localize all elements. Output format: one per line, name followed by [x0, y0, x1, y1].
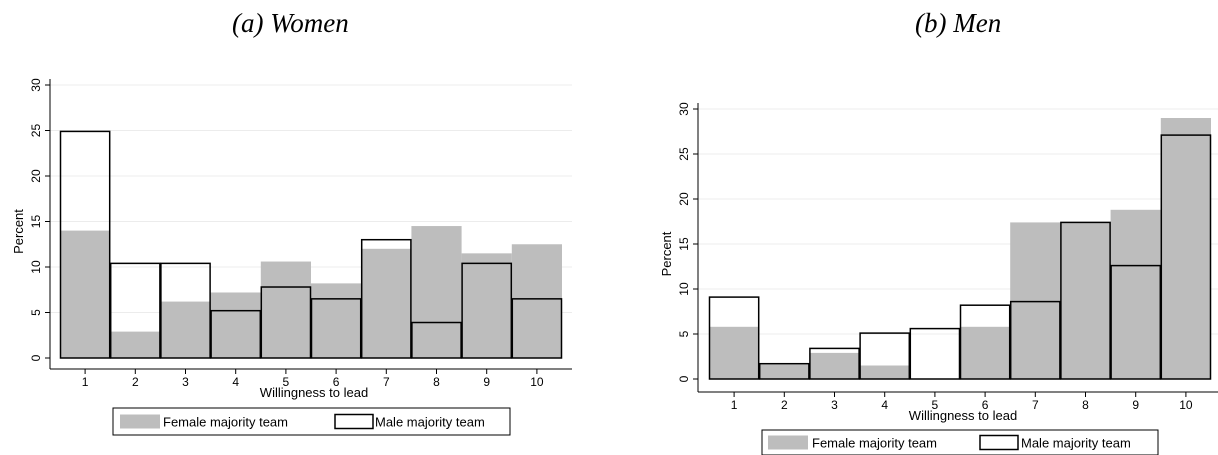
x-tick-label: 4	[881, 398, 888, 412]
legend: Female majority team Male majority team	[112, 407, 511, 436]
legend: Female majority team Male majority team	[761, 429, 1159, 455]
x-tick-label: 10	[530, 375, 544, 389]
panel-title-women: (a) Women	[232, 8, 349, 38]
x-tick-label: 7	[1032, 398, 1039, 412]
bar-female-majority-1	[60, 230, 111, 358]
bar-female-majority-3	[809, 352, 860, 379]
legend-swatch-female-majority	[768, 435, 808, 450]
bar-female-majority-4	[859, 365, 910, 379]
y-axis-title: Percent	[659, 231, 674, 276]
x-axis-title: Willingness to lead	[909, 408, 1017, 423]
bar-female-majority-6	[960, 326, 1011, 379]
y-tick-label: 30	[29, 78, 43, 92]
bar-female-majority-4	[210, 292, 261, 358]
x-tick-label: 6	[333, 375, 340, 389]
x-tick-label: 3	[831, 398, 838, 412]
y-tick-label: 30	[677, 102, 691, 116]
bar-female-majority-9	[1110, 209, 1161, 379]
x-tick-label: 10	[1179, 398, 1193, 412]
x-tick-label: 2	[781, 398, 788, 412]
x-tick-label: 5	[932, 398, 939, 412]
y-tick-label: 25	[29, 124, 43, 138]
x-tick-label: 1	[82, 375, 89, 389]
bar-female-majority-6	[311, 283, 362, 358]
legend-label-male-majority: Male majority team	[375, 415, 485, 430]
x-tick-label: 2	[132, 375, 139, 389]
panel-title-men: (b) Men	[915, 8, 1002, 38]
bar-female-majority-2	[110, 331, 161, 358]
y-tick-label: 15	[677, 237, 691, 251]
legend-label-female-majority: Female majority team	[812, 436, 937, 451]
y-tick-label: 15	[29, 215, 43, 229]
y-tick-label: 25	[677, 147, 691, 161]
legend-swatch-male-majority	[979, 434, 1019, 451]
bar-female-majority-2	[759, 364, 810, 379]
y-axis-title: Percent	[11, 209, 26, 254]
y-tick-label: 0	[677, 375, 691, 382]
x-tick-label: 3	[182, 375, 189, 389]
legend-label-male-majority: Male majority team	[1021, 436, 1131, 451]
bar-female-majority-7	[361, 248, 412, 358]
legend-swatch-male-majority	[334, 413, 374, 430]
x-tick-label: 5	[283, 375, 290, 389]
y-tick-label: 5	[677, 330, 691, 337]
x-tick-label: 1	[731, 398, 738, 412]
x-tick-label: 4	[232, 375, 239, 389]
bar-female-majority-5	[260, 261, 311, 358]
x-axis-title: Willingness to lead	[260, 385, 368, 400]
bar-female-majority-9	[461, 253, 512, 358]
x-tick-label: 7	[383, 375, 390, 389]
bar-female-majority-3	[160, 301, 211, 358]
y-tick-label: 10	[677, 282, 691, 296]
x-tick-label: 6	[982, 398, 989, 412]
bar-female-majority-1	[709, 326, 760, 379]
y-tick-label: 20	[29, 169, 43, 183]
bar-male-majority-5	[909, 327, 961, 380]
x-tick-label: 9	[483, 375, 490, 389]
bar-female-majority-10	[511, 244, 562, 358]
bar-female-majority-8	[411, 226, 462, 358]
y-tick-label: 0	[29, 354, 43, 361]
legend-box	[761, 429, 1159, 455]
x-tick-label: 9	[1132, 398, 1139, 412]
legend-label-female-majority: Female majority team	[163, 415, 288, 430]
bar-female-majority-10	[1160, 118, 1211, 379]
legend-swatch-female-majority	[120, 414, 160, 429]
y-tick-label: 5	[29, 309, 43, 316]
bar-female-majority-7	[1010, 222, 1061, 379]
legend-box	[112, 407, 511, 436]
x-tick-label: 8	[1082, 398, 1089, 412]
bar-female-majority-8	[1060, 222, 1111, 379]
y-tick-label: 10	[29, 260, 43, 274]
x-tick-label: 8	[433, 375, 440, 389]
y-tick-label: 20	[677, 192, 691, 206]
